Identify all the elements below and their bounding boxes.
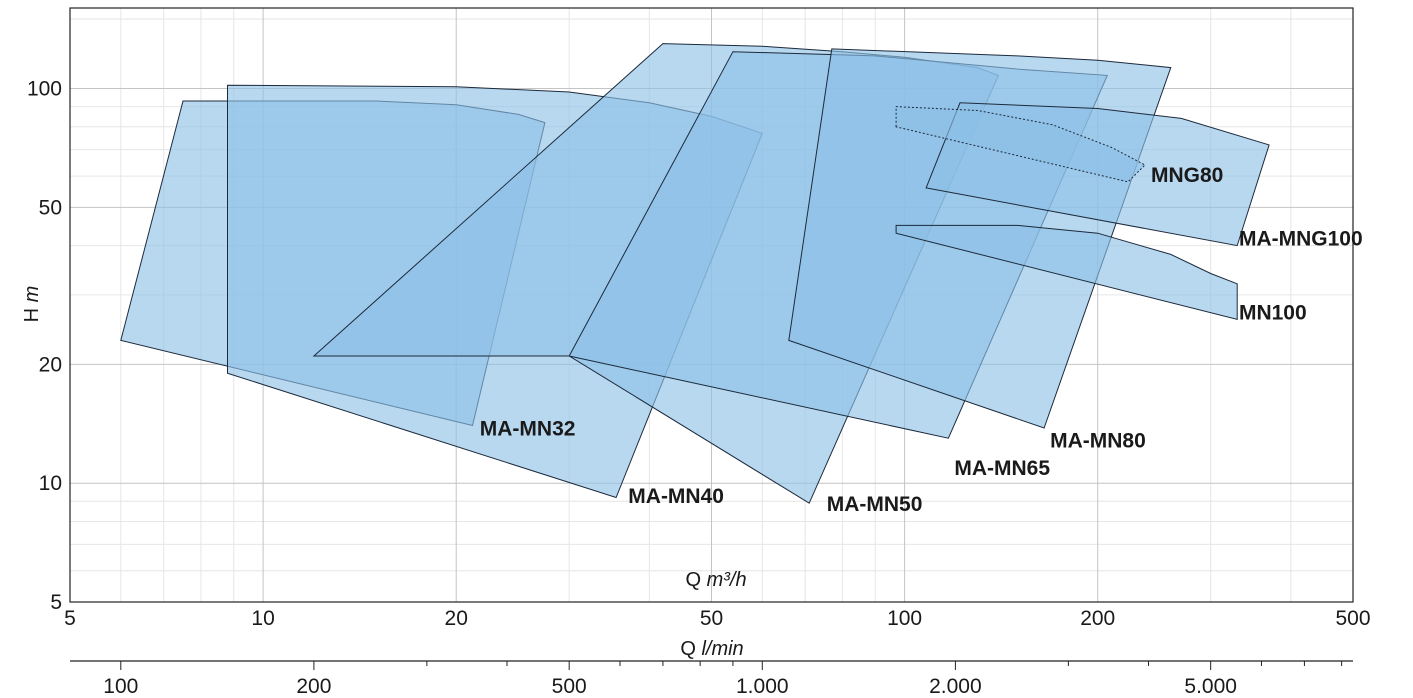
pump-range-areas [120, 43, 1270, 504]
secondary-x-tick-label: 200 [296, 675, 331, 698]
label-ma-mng100: MA-MNG100 [1239, 228, 1363, 251]
x-axis-title: Q m³/h [685, 569, 746, 591]
x-tick-label: 5 [64, 607, 76, 630]
secondary-x-axis-ticks: 100 200 500 1.000 2.000 5.000 [103, 661, 1343, 698]
y-axis-tick-labels: 5 10 20 50 100 [27, 78, 62, 614]
y-tick-label: 10 [39, 472, 62, 495]
label-ma-mn50: MA-MN50 [827, 493, 923, 516]
label-ma-mn80: MA-MN80 [1050, 430, 1146, 453]
secondary-x-tick-label: 100 [103, 675, 138, 698]
y-tick-label: 100 [27, 78, 62, 101]
secondary-x-axis-title: Q l/min [680, 638, 743, 660]
secondary-x-tick-label: 500 [552, 675, 587, 698]
x-tick-label: 10 [251, 607, 274, 630]
x-tick-label: 500 [1335, 607, 1370, 630]
label-ma-mn40: MA-MN40 [628, 485, 724, 508]
y-tick-label: 5 [50, 591, 62, 614]
x-axis-tick-labels: 5 10 20 50 100 200 500 [64, 607, 1370, 630]
secondary-x-tick-label: 2.000 [929, 675, 982, 698]
x-tick-label: 20 [445, 607, 468, 630]
plot-frame [69, 7, 1354, 603]
y-tick-label: 20 [39, 353, 62, 376]
x-tick-label: 200 [1080, 607, 1115, 630]
y-tick-label: 50 [39, 196, 62, 219]
y-axis-title: H m [21, 286, 43, 323]
secondary-x-tick-label: 1.000 [736, 675, 789, 698]
secondary-x-tick-label: 5.000 [1184, 675, 1237, 698]
area-mn100 [895, 224, 1238, 321]
area-mng80 [895, 106, 1146, 183]
label-ma-mn32: MA-MN32 [480, 418, 576, 441]
label-mn100: MN100 [1239, 301, 1307, 324]
x-tick-label: 50 [700, 607, 723, 630]
x-tick-label: 100 [887, 607, 922, 630]
label-ma-mn65: MA-MN65 [954, 457, 1050, 480]
label-mng80: MNG80 [1151, 164, 1223, 187]
